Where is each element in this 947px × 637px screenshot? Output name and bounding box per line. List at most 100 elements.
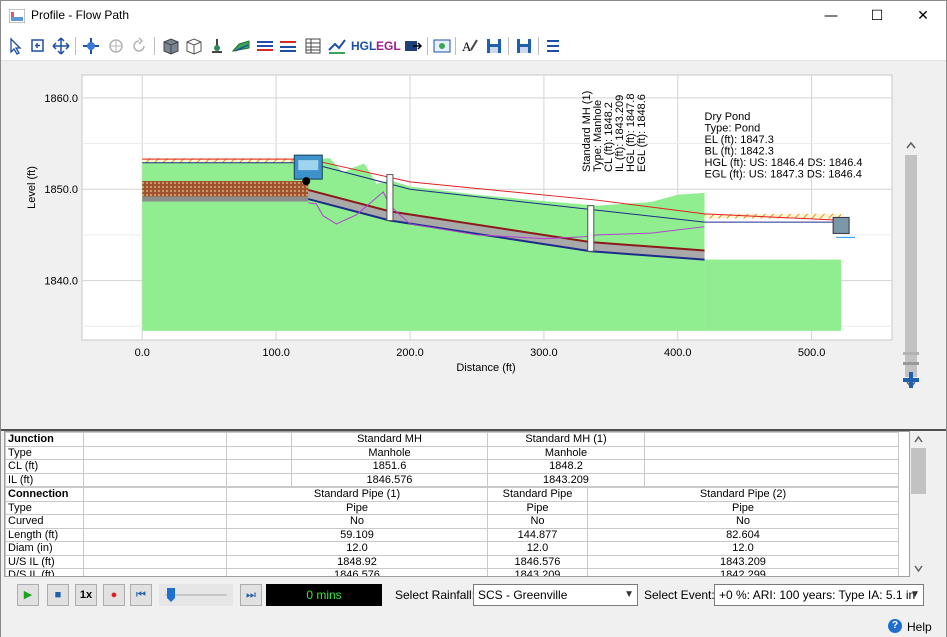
select-arrow-icon[interactable]: [6, 36, 26, 56]
properties-grid[interactable]: Junction Standard MH Standard MH (1) Type Ma…: [4, 431, 910, 577]
table-cell: No: [487, 514, 588, 529]
headwall-outlet: [302, 177, 311, 186]
table-cell: 1846.576: [487, 554, 588, 569]
table-row[interactable]: CL (ft) 1851.6 1848.2: [5, 459, 899, 474]
table-cell: [83, 554, 227, 569]
properties-table: Junction Standard MH Standard MH (1) Type Ma…: [5, 432, 899, 487]
zoom-window-icon[interactable]: [28, 36, 48, 56]
screenshot-icon[interactable]: [432, 36, 452, 56]
table-row[interactable]: IL (ft) 1846.576 1843.209: [5, 472, 899, 487]
table-cell: [83, 568, 227, 576]
row-label: Curved: [5, 514, 84, 529]
table-row[interactable]: Type Manhole Manhole: [5, 445, 899, 460]
3d-wireframe-icon[interactable]: [184, 36, 204, 56]
maximize-button[interactable]: ☐: [870, 8, 884, 24]
event-label: Select Event:: [644, 588, 715, 602]
manhole-shaft: [587, 205, 595, 252]
table-cell: Pipe: [226, 500, 488, 515]
table-row[interactable]: Length (ft) 59.109 144.877 82.604: [5, 527, 899, 542]
playback-bar: ▶ ■ 1x ● ⏮ ⏭ 0 mins Select Rainfall: SCS…: [1, 579, 946, 611]
row-label: Length (ft): [5, 527, 84, 542]
junction-rows: Junction Standard MH Standard MH (1) Type Ma…: [5, 432, 899, 487]
table-cell: [83, 445, 227, 460]
pond-annotation-line: EGL (ft): US: 1847.3 DS: 1846.4: [705, 169, 862, 181]
table-cell: [83, 527, 227, 542]
table-cell: Manhole: [291, 445, 488, 460]
table-cell: [83, 541, 227, 556]
table-cell: [226, 459, 292, 474]
help-icon[interactable]: ?: [888, 619, 902, 633]
forward-button[interactable]: ⏭: [240, 584, 262, 606]
grid-vertical-scrollbar[interactable]: [910, 431, 927, 577]
row-label: Type: [5, 445, 84, 460]
y-tick-label: 1860.0: [44, 93, 78, 105]
table-cell: [644, 472, 899, 487]
refresh-icon[interactable]: [129, 36, 149, 56]
pipe-body: [308, 189, 390, 221]
help-link[interactable]: Help: [907, 620, 932, 634]
water-level-line: [142, 162, 842, 223]
left-soil-block: [142, 181, 309, 197]
time-slider[interactable]: [159, 584, 233, 606]
pipe-body: [389, 211, 591, 252]
rewind-button[interactable]: ⏮: [130, 584, 152, 606]
connection-table: Connection Standard Pipe (1) Standard Pipe…: [5, 487, 899, 576]
event-select[interactable]: +0 %: ARI: 100 years: Type IA: 5.1 in ▼: [714, 584, 924, 606]
table-row[interactable]: Type Pipe Pipe Pipe: [5, 500, 899, 515]
stop-button[interactable]: ■: [47, 584, 69, 606]
table-row[interactable]: Connection Standard Pipe (1) Standard Pipe…: [5, 487, 899, 502]
3d-box-icon[interactable]: [161, 36, 181, 56]
vertical-zoom-controls[interactable]: [902, 350, 920, 390]
play-button[interactable]: ▶: [17, 584, 39, 606]
surface-icon[interactable]: [231, 36, 251, 56]
event-value: +0 %: ARI: 100 years: Type IA: 5.1 in: [719, 588, 916, 602]
close-button[interactable]: ✕: [917, 8, 929, 24]
table-cell: Standard MH (1): [487, 432, 645, 447]
profile-plot-area: 0.0 100.0 200.0 300.0 400.0 500.0 1840.0 1850.0…: [1, 61, 946, 473]
export-icon[interactable]: [403, 36, 423, 56]
panel-splitter[interactable]: [1, 429, 946, 431]
egl-button[interactable]: EGL: [376, 39, 401, 53]
row-label: U/S IL (ft): [5, 554, 84, 569]
table-cell: 12.0: [226, 541, 488, 556]
table-row[interactable]: Junction Standard MH Standard MH (1): [5, 432, 899, 447]
speed-button[interactable]: 1x: [75, 584, 97, 606]
table-cell: Pipe: [487, 500, 588, 515]
settings-list-icon[interactable]: [543, 36, 563, 56]
hgl-line: [308, 191, 705, 240]
node-symbol-icon[interactable]: [207, 36, 227, 56]
pipe-invert-line: [308, 198, 391, 222]
table-row[interactable]: Diam (in) 12.0 12.0 12.0: [5, 541, 899, 556]
table-cell: 1846.576: [291, 472, 488, 487]
status-bar: [1, 613, 946, 637]
annotate-icon[interactable]: A: [460, 36, 480, 56]
y-tick-label: 1850.0: [44, 184, 78, 196]
profile-chart-icon[interactable]: [327, 36, 347, 56]
table-row[interactable]: D/S IL (ft) 1846.576 1843.209 1842.299: [5, 568, 899, 576]
toolbar-separator: [427, 37, 428, 55]
save-as-icon[interactable]: [514, 36, 534, 56]
rotate-icon[interactable]: [106, 36, 126, 56]
table-icon[interactable]: [303, 36, 323, 56]
pipe-icon[interactable]: [255, 36, 275, 56]
toolbar-separator: [538, 37, 539, 55]
minimize-button[interactable]: —: [824, 8, 838, 24]
hgl-button[interactable]: HGL: [351, 39, 377, 53]
row-label: D/S IL (ft): [5, 568, 84, 576]
table-row[interactable]: Curved No No No: [5, 514, 899, 529]
table-row[interactable]: U/S IL (ft) 1848.92 1846.576 1843.209: [5, 554, 899, 569]
table-cell: [83, 514, 227, 529]
save-icon[interactable]: [484, 36, 504, 56]
toolbar-separator: [75, 37, 76, 55]
vertical-scrollbar[interactable]: [903, 137, 919, 393]
table-cell: [226, 432, 292, 447]
pan-icon[interactable]: [51, 36, 71, 56]
rainfall-select[interactable]: SCS - Greenville ▼: [473, 584, 638, 606]
record-button[interactable]: ●: [103, 584, 125, 606]
zoom-extents-icon[interactable]: [81, 36, 101, 56]
table-cell: [226, 445, 292, 460]
table-cell: 1848.2: [487, 459, 645, 474]
x-tick-label: 200.0: [396, 347, 424, 359]
pipe-profile-icon[interactable]: [278, 36, 298, 56]
profile-chart: 0.0 100.0 200.0 300.0 400.0 500.0 1840.0 1850.0…: [26, 74, 893, 374]
